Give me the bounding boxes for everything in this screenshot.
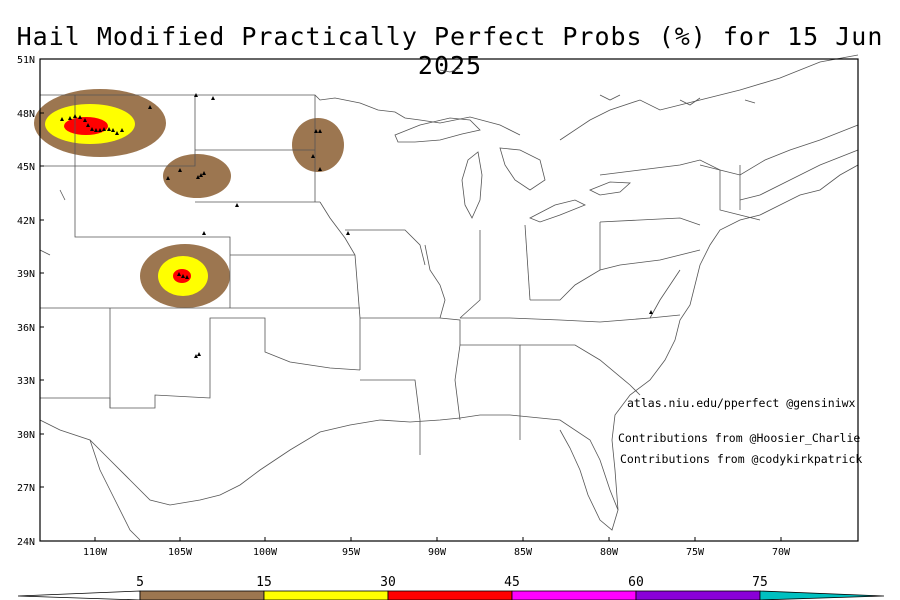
lake-superior: [394, 117, 481, 143]
lon-label: 70W: [772, 547, 791, 558]
gulf-coast: [39, 414, 619, 531]
east-coast: [611, 164, 859, 511]
hail-reports: [60, 93, 653, 358]
geography: [39, 54, 859, 541]
legend-swatch-yellow: [263, 590, 389, 600]
legend-tick: 15: [256, 575, 272, 590]
lat-label: 27N: [17, 483, 35, 494]
lat-label: 30N: [17, 430, 35, 441]
lat-label: 42N: [17, 216, 35, 227]
lon-label: 100W: [253, 547, 278, 558]
legend-tick: 45: [504, 575, 520, 590]
lon-label: 110W: [83, 547, 108, 558]
lat-label: 36N: [17, 323, 35, 334]
probability-shading: [34, 89, 344, 308]
lon-label: 95W: [342, 547, 361, 558]
lat-label: 33N: [17, 376, 35, 387]
lon-axis: 110W 105W 100W 95W 90W 85W 80W 75W 70W: [83, 537, 791, 558]
lat-label: 51N: [17, 55, 35, 66]
legend-swatch-purple: [635, 590, 761, 600]
legend-swatch-white: [17, 590, 141, 600]
lat-label: 48N: [17, 109, 35, 120]
legend-colorbar: [17, 590, 885, 600]
map-frame: [39, 58, 859, 542]
lon-label: 80W: [600, 547, 619, 558]
legend-tick: 5: [136, 575, 144, 590]
prob-area-se-montana: [163, 154, 231, 198]
canada-border: [40, 94, 521, 136]
lat-label: 45N: [17, 162, 35, 173]
credit-line-1: atlas.niu.edu/pperfect @gensiniwx: [627, 396, 856, 410]
lake-erie: [529, 199, 586, 223]
map-title: Hail Modified Practically Perfect Probs …: [16, 22, 884, 80]
credit-line-3: Contributions from @codykirkpatrick: [620, 452, 863, 466]
prob-area-ne-south-dakota: [292, 118, 344, 172]
prob-area-colorado: [140, 244, 230, 308]
legend-tick: 75: [752, 575, 768, 590]
lat-label: 39N: [17, 269, 35, 280]
legend-swatch-brown: [139, 590, 265, 600]
legend-tick: 60: [628, 575, 644, 590]
legend-swatch-magenta: [511, 590, 637, 600]
lat-axis: 51N 48N 45N 42N 39N 36N 33N 30N 27N 24N: [17, 55, 44, 548]
lake-ontario: [589, 181, 631, 196]
lon-label: 75W: [686, 547, 705, 558]
lon-label: 105W: [168, 547, 193, 558]
lat-label: 24N: [17, 537, 35, 548]
legend-swatch-cyan: [759, 590, 885, 600]
legend-ticks: 5 15 30 45 60 75: [136, 575, 768, 590]
lake-michigan: [461, 151, 483, 219]
legend-tick: 30: [380, 575, 396, 590]
lake-huron: [499, 147, 546, 191]
credit-line-2: Contributions from @Hoosier_Charlie: [618, 431, 861, 445]
legend-swatch-red: [387, 590, 513, 600]
lon-label: 90W: [428, 547, 447, 558]
prob-area-montana: [34, 89, 166, 157]
lon-label: 85W: [514, 547, 533, 558]
